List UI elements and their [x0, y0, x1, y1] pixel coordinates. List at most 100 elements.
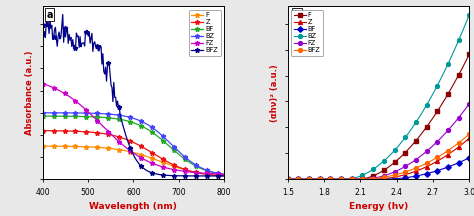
F	[47, 145, 53, 148]
FZ	[460, 111, 466, 113]
BF	[460, 159, 466, 162]
BZ	[51, 111, 56, 114]
Line: BF: BF	[40, 114, 227, 177]
F	[40, 145, 46, 147]
FZ	[40, 82, 46, 85]
BFZ	[428, 160, 434, 162]
BF	[40, 115, 46, 118]
Z	[410, 171, 416, 174]
Z	[47, 129, 53, 132]
BF	[73, 115, 79, 118]
Z	[212, 174, 218, 176]
BFZ	[460, 138, 466, 140]
FZ	[221, 173, 227, 175]
X-axis label: Wavelength (nm): Wavelength (nm)	[90, 202, 177, 211]
Line: BFZ: BFZ	[286, 132, 471, 181]
F	[334, 178, 339, 181]
FZ	[73, 100, 79, 103]
Z	[334, 178, 339, 181]
BFZ	[334, 178, 339, 181]
BZ	[40, 111, 46, 114]
BZ	[73, 112, 79, 114]
F	[428, 119, 434, 122]
BFZ	[60, 13, 65, 16]
X-axis label: Energy (hv): Energy (hv)	[349, 202, 408, 211]
Legend: F, Z, BF, BZ, FZ, BFZ: F, Z, BF, BZ, FZ, BFZ	[291, 10, 323, 56]
FZ	[47, 85, 53, 87]
BFZ	[51, 36, 56, 38]
BFZ	[47, 18, 53, 21]
BF	[47, 115, 53, 118]
Z	[428, 163, 434, 166]
BZ	[466, 13, 472, 16]
BF	[410, 175, 416, 178]
BFZ	[207, 175, 212, 177]
F	[385, 166, 391, 168]
Line: Z: Z	[40, 128, 227, 178]
BFZ	[285, 178, 291, 181]
BFZ	[466, 133, 472, 135]
Line: F: F	[40, 144, 227, 178]
BF	[51, 115, 56, 118]
F	[206, 173, 211, 176]
BFZ	[213, 175, 219, 177]
BZ	[212, 172, 218, 174]
F	[221, 175, 227, 177]
Text: b: b	[293, 10, 301, 20]
F	[88, 146, 94, 148]
Legend: F, Z, BF, BZ, FZ, BFZ: F, Z, BF, BZ, FZ, BFZ	[189, 10, 221, 56]
BZ	[221, 173, 227, 176]
F	[212, 174, 218, 176]
Y-axis label: (αhν)² (a.u.): (αhν)² (a.u.)	[270, 64, 279, 122]
FZ	[51, 86, 56, 89]
Z	[51, 129, 56, 132]
Text: a: a	[46, 10, 53, 20]
BFZ	[89, 32, 95, 35]
BZ	[385, 156, 391, 158]
FZ	[212, 173, 218, 175]
BZ	[88, 112, 94, 114]
Line: FZ: FZ	[40, 81, 227, 176]
FZ	[428, 146, 434, 149]
Line: BF: BF	[286, 156, 471, 181]
FZ	[466, 102, 472, 105]
Line: FZ: FZ	[286, 102, 471, 181]
BF	[221, 173, 227, 176]
Z	[323, 178, 328, 181]
BFZ	[323, 178, 328, 181]
Y-axis label: Absorbance (a.u.): Absorbance (a.u.)	[25, 51, 34, 135]
BF	[385, 178, 391, 180]
FZ	[410, 160, 416, 163]
Line: Z: Z	[286, 136, 471, 181]
BFZ	[74, 35, 80, 38]
Z	[385, 177, 391, 179]
BZ	[334, 178, 339, 181]
BZ	[323, 178, 328, 181]
FZ	[285, 178, 291, 181]
BFZ	[221, 175, 227, 177]
F	[323, 178, 328, 181]
F	[466, 53, 472, 56]
BZ	[428, 96, 434, 98]
BF	[466, 156, 472, 159]
BZ	[47, 111, 53, 114]
BF	[323, 178, 328, 181]
BF	[206, 170, 211, 173]
Z	[88, 131, 94, 133]
BFZ	[410, 168, 416, 171]
Z	[206, 173, 211, 176]
Z	[285, 178, 291, 181]
BZ	[410, 126, 416, 128]
BZ	[285, 178, 291, 181]
BZ	[206, 170, 211, 172]
BF	[212, 172, 218, 174]
BZ	[460, 28, 466, 31]
F	[73, 145, 79, 148]
Line: F: F	[286, 52, 471, 181]
BFZ	[385, 175, 391, 178]
Z	[466, 137, 472, 140]
Line: BZ: BZ	[286, 13, 471, 181]
Z	[221, 175, 227, 177]
Z	[40, 129, 46, 132]
BF	[428, 171, 434, 174]
